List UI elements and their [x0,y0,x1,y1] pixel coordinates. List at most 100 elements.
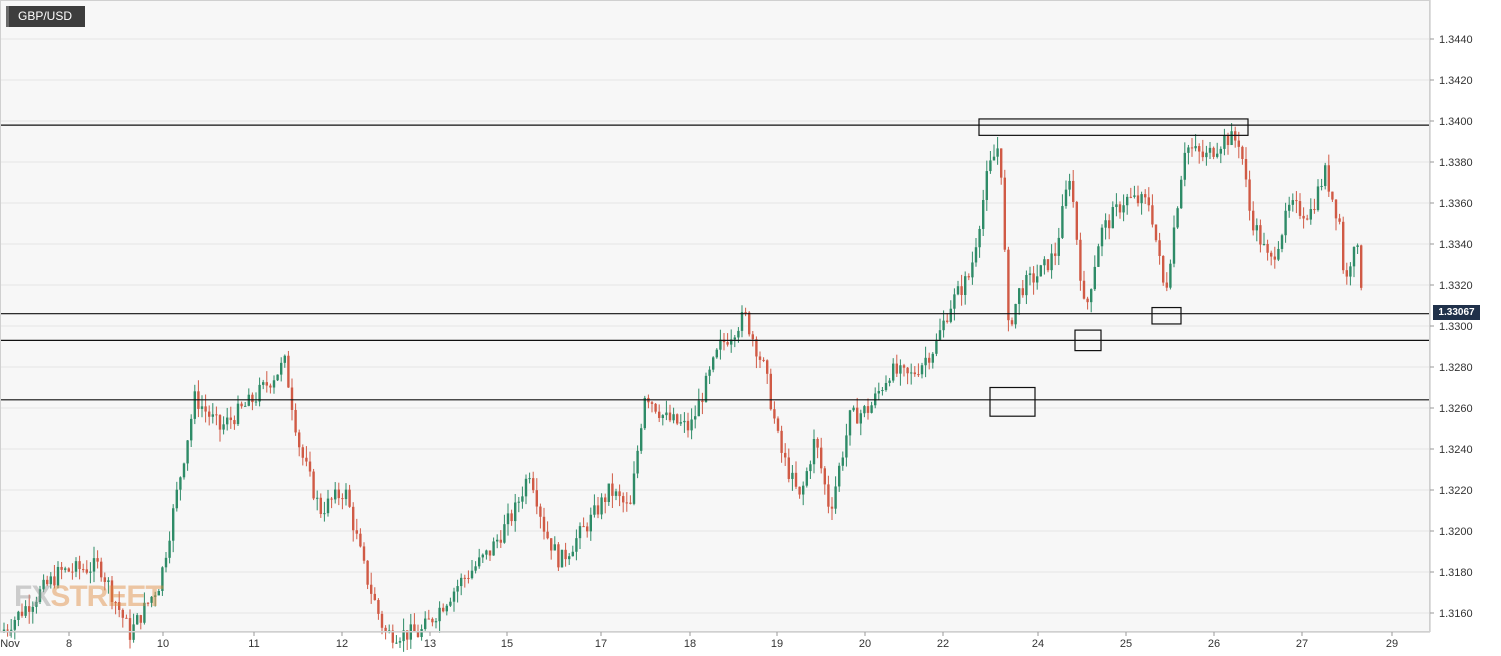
candle-body [910,372,913,374]
candle-body [762,359,765,361]
y-tick-label: 1.3440 [1439,34,1473,46]
candle-body [1036,276,1039,283]
candle-body [265,382,268,386]
candle-body [1018,288,1021,304]
candle-body [290,387,294,410]
candle-body [337,489,340,499]
candle-body [1226,135,1230,146]
candle-body [1136,195,1140,204]
candle-body [593,505,596,515]
candle-body [953,294,956,309]
candle-body [726,342,729,345]
candle-body [604,497,607,502]
candle-body [1090,289,1093,303]
candle-body [888,380,891,383]
candle-body [906,367,909,374]
candle-body [913,372,916,375]
candle-body [877,390,880,394]
x-tick-label: Nov [0,638,20,650]
y-tick-label: 1.3180 [1439,567,1473,579]
candle-body [773,409,776,419]
candle-body [643,397,646,429]
candle-body [49,576,52,585]
plot-background [0,0,1430,632]
candle-body [1039,265,1042,277]
candle-body [1118,204,1122,213]
candle-body [71,571,74,573]
candle-body [481,554,484,558]
candle-body [301,447,304,458]
candle-body [701,400,704,403]
candle-body [618,491,621,497]
candle-body [215,414,218,416]
candle-body [899,365,902,374]
candle-body [560,549,564,568]
candle-body [182,463,186,478]
candle-body [989,160,992,172]
candle-body [312,471,315,499]
candle-body [679,422,682,424]
candle-body [1054,253,1057,256]
candle-body [946,320,949,322]
candle-body [359,533,362,547]
horizontal-levels [0,124,1430,401]
candle-body [535,490,538,507]
candle-body [712,357,715,370]
y-tick-label: 1.3340 [1439,239,1473,251]
candle-body [841,457,844,466]
candle-body [467,577,470,579]
current-price-label: 1.33067 [1433,305,1480,320]
candle-body [1068,180,1071,190]
candle-body [632,473,636,504]
candle-body [438,607,441,622]
candle-body [845,435,848,458]
candle-body [730,339,733,345]
candle-body [1104,220,1107,228]
candle-body [542,516,546,532]
candle-body [1302,215,1305,219]
candle-body [524,478,528,497]
candle-body [564,549,567,560]
candle-body [1043,259,1046,266]
y-tick-label: 1.3220 [1439,485,1473,497]
candle-body [658,411,661,418]
candle-body [931,353,934,363]
candle-body [20,611,24,616]
candle-body [38,589,42,602]
candle-body [334,489,337,500]
candle-body [218,415,222,430]
candle-body [427,618,430,620]
candle-body [161,567,164,592]
candle-body [812,439,816,465]
candle-body [1320,185,1323,187]
candle-body [1252,210,1255,231]
y-tick-label: 1.3380 [1439,157,1473,169]
candle-body [1100,227,1104,247]
candle-body [780,430,783,453]
candle-body [683,420,686,423]
candle-body [168,540,171,558]
candle-body [1086,298,1089,303]
candle-body [89,571,92,573]
candle-body [449,601,452,606]
candle-body [60,566,63,570]
candle-body [254,401,258,403]
annotation-box [1074,329,1102,352]
candle-body [672,414,675,421]
candle-body [960,286,963,296]
candle-body [571,551,574,557]
y-tick-label: 1.3320 [1439,280,1473,292]
candle-body [1169,263,1172,288]
candle-body [715,349,718,358]
candle-body [517,501,520,503]
candle-body [1255,225,1258,231]
candle-body [532,478,535,491]
candle-body [510,513,513,522]
candle-body [276,374,279,381]
candle-body [805,471,808,486]
watermark-part1: FX [14,580,51,613]
candle-body [848,410,852,436]
candle-body [110,580,114,603]
x-tick-label: 13 [424,638,436,650]
candle-body [53,576,56,586]
